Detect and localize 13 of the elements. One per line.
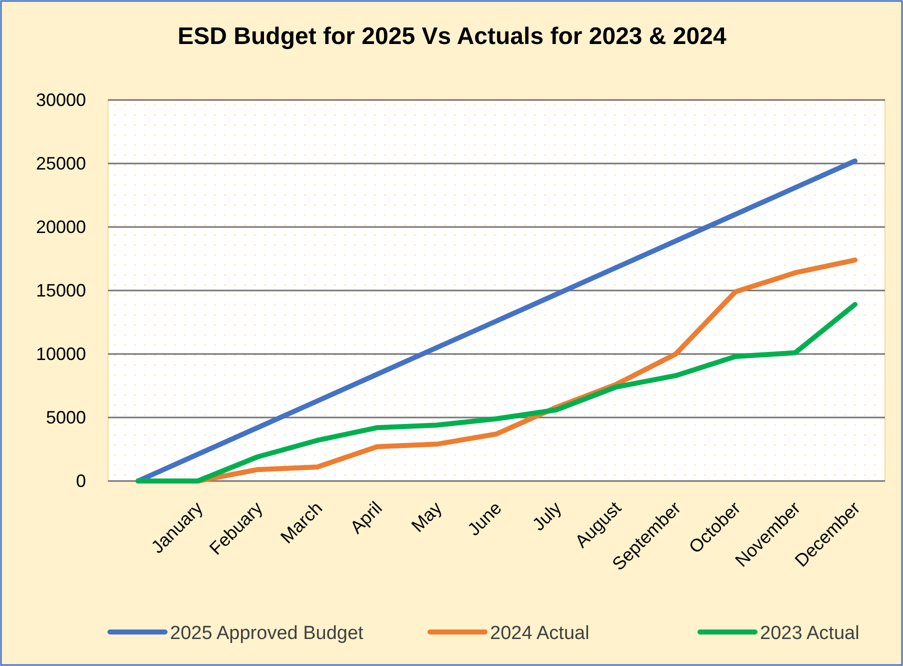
y-tick-label: 25000 [36, 153, 86, 174]
y-tick-label: 5000 [46, 407, 86, 428]
y-tick-label: 30000 [36, 90, 86, 110]
y-tick-label: 10000 [36, 344, 86, 364]
x-tick-label: July [528, 498, 566, 535]
y-tick-label: 0 [76, 470, 86, 491]
legend-label: 2024 Actual [490, 623, 590, 644]
x-tick-label: May [408, 498, 446, 536]
chart-title: ESD Budget for 2025 Vs Actuals for 2023 & 2024 [178, 23, 727, 50]
legend-label: 2025 Approved Budget [170, 623, 364, 644]
y-tick-label: 20000 [36, 216, 86, 237]
legend-label: 2023 Actual [760, 623, 860, 644]
y-tick-label: 15000 [36, 280, 86, 300]
